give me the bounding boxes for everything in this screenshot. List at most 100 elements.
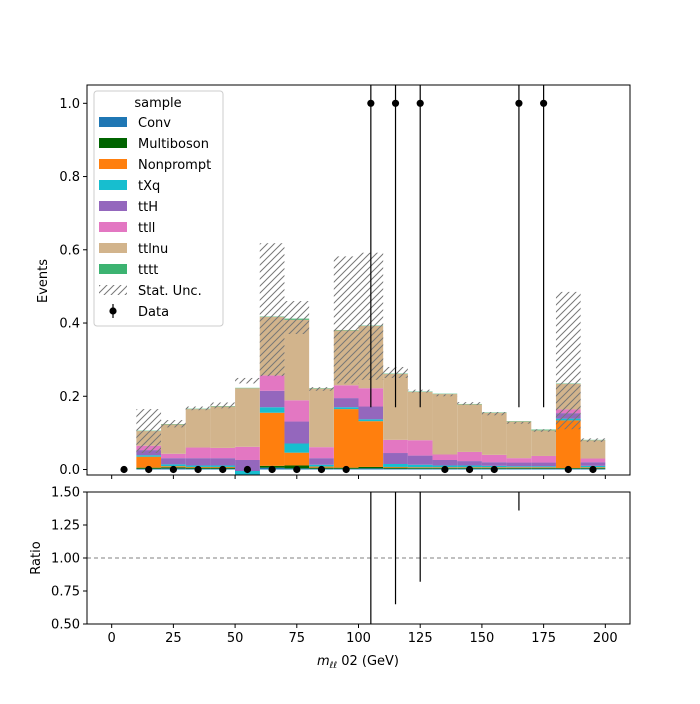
bar-ttll	[408, 440, 433, 455]
bar-ttll	[210, 448, 235, 458]
ratio-plot-frame	[87, 492, 630, 624]
bar-txq	[507, 466, 532, 467]
x-axis-label: mℓℓ 02 (GeV)	[317, 654, 399, 671]
data-point	[417, 100, 424, 107]
bar-txq	[359, 419, 384, 421]
data-point	[269, 466, 276, 473]
x-tick-label: 150	[469, 631, 494, 646]
bar-tth	[334, 398, 359, 407]
legend-label-stat-unc: Stat. Unc.	[138, 284, 202, 299]
bar-txq	[531, 466, 556, 467]
x-tick-label: 75	[289, 631, 306, 646]
data-point	[441, 466, 448, 473]
bar-ttlnu	[309, 389, 334, 448]
y-tick-label: 1.0	[59, 97, 80, 112]
bar-ttlnu	[457, 404, 482, 452]
legend-label-txq: tXq	[138, 179, 160, 194]
bar-ttll	[507, 458, 532, 462]
bar-txq	[408, 465, 433, 468]
data-point	[392, 100, 399, 107]
x-axis-label-var: m	[317, 654, 330, 669]
stat-unc-box	[161, 420, 186, 427]
bar-ttlnu	[507, 422, 532, 459]
stat-unc-box	[210, 402, 235, 408]
stat-unc-box	[235, 378, 260, 383]
stat-unc-box	[581, 438, 606, 442]
stat-unc-box	[457, 402, 482, 405]
bar-ttlnu	[433, 394, 458, 454]
y-tick-label: 0.8	[59, 170, 80, 185]
x-tick-label: 125	[408, 631, 433, 646]
bar-ttlnu	[482, 413, 507, 455]
bar-nonprompt	[334, 409, 359, 468]
bar-tth	[433, 460, 458, 465]
bar-nonprompt	[408, 467, 433, 468]
bar-nonprompt	[383, 467, 408, 468]
x-tick-label: 50	[227, 631, 244, 646]
main-y-axis: 0.00.20.40.60.81.0	[59, 97, 87, 478]
ratio-y-tick-label: 1.50	[51, 486, 80, 501]
data-point	[219, 466, 226, 473]
data-point	[515, 100, 522, 107]
stat-unc-box	[309, 387, 334, 391]
bar-ttll	[235, 447, 260, 460]
legend-swatch-tth	[99, 201, 127, 211]
legend-swatch-ttlnu	[99, 243, 127, 253]
bar-ttll	[531, 456, 556, 463]
bar-tth	[359, 407, 384, 420]
bar-ttll	[186, 448, 211, 459]
bar-txq	[284, 444, 309, 453]
bar-tth	[408, 456, 433, 465]
legend-swatch-conv	[99, 117, 127, 127]
ratio-y-tick-label: 1.25	[51, 519, 80, 534]
stat-unc-box	[334, 256, 359, 383]
data-point	[491, 466, 498, 473]
bar-multiboson	[235, 476, 260, 477]
y-tick-label: 0.4	[59, 317, 80, 332]
bar-ttll	[284, 400, 309, 421]
stat-unc-box	[186, 407, 211, 411]
stat-unc-box	[433, 394, 458, 396]
bar-txq	[136, 455, 161, 456]
bar-tth	[581, 462, 606, 466]
bar-txq	[383, 464, 408, 467]
legend-swatch-tttt	[99, 264, 127, 274]
stat-unc-box	[136, 409, 161, 453]
data-point	[170, 466, 177, 473]
y-tick-label: 0.0	[59, 463, 80, 478]
legend-label-tth: ttH	[138, 200, 158, 215]
bar-tth	[210, 458, 235, 465]
data-point	[540, 100, 547, 107]
bar-nonprompt	[284, 453, 309, 466]
main-y-axis-label: Events	[36, 259, 51, 303]
bar-nonprompt	[507, 467, 532, 468]
x-tick-label: 0	[108, 631, 116, 646]
bar-nonprompt	[531, 467, 556, 468]
bar-ttll	[309, 447, 334, 458]
ratio-y-tick-label: 0.75	[51, 585, 80, 600]
data-point	[293, 466, 300, 473]
bar-multiboson	[383, 468, 408, 469]
data-point	[589, 466, 596, 473]
bar-txq	[334, 407, 359, 409]
bar-tth	[531, 463, 556, 467]
bar-multiboson	[531, 468, 556, 469]
bar-nonprompt	[260, 413, 285, 466]
bar-txq	[260, 407, 285, 412]
y-tick-label: 0.2	[59, 390, 80, 405]
main-x-ticks	[112, 475, 606, 479]
bar-ttlnu	[210, 407, 235, 448]
legend-swatch-ttll	[99, 222, 127, 232]
bar-ttlnu	[161, 424, 186, 453]
legend-label-ttll: ttll	[138, 221, 155, 236]
bar-tth	[383, 453, 408, 464]
legend-label-data: Data	[138, 305, 169, 320]
x-tick-label: 100	[346, 631, 371, 646]
data-point	[120, 466, 127, 473]
bar-ttlnu	[235, 388, 260, 447]
bar-multiboson	[507, 468, 532, 469]
bar-ttlnu	[581, 440, 606, 458]
data-point	[367, 100, 374, 107]
stat-unc-box	[260, 243, 285, 376]
x-tick-label: 200	[593, 631, 618, 646]
